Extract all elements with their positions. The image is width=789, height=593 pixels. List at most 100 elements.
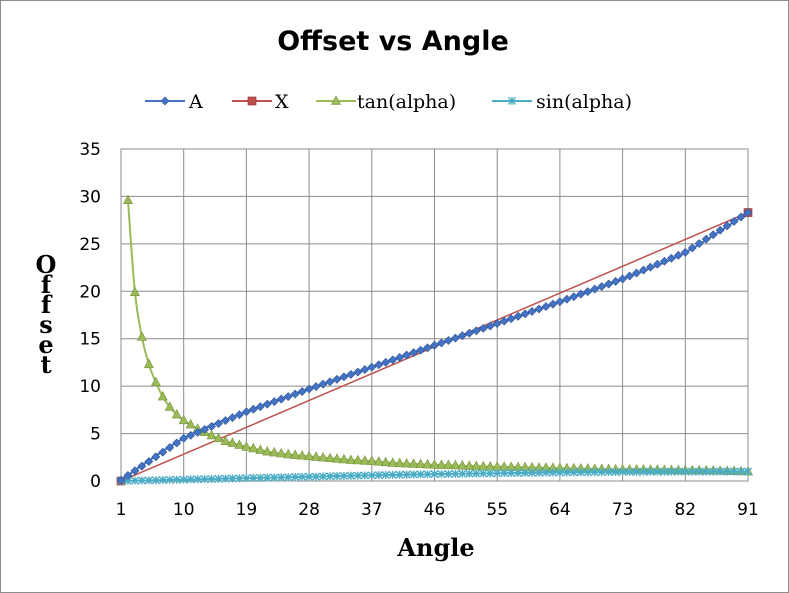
- data-point: [443, 459, 454, 469]
- data-point: [228, 474, 237, 483]
- data-point: [444, 469, 453, 478]
- data-point: [499, 316, 509, 326]
- data-point: [576, 468, 585, 477]
- y-tick-label: 10: [79, 377, 101, 397]
- data-point: [457, 460, 468, 470]
- data-point: [269, 446, 280, 457]
- data-point: [430, 340, 439, 350]
- data-point: [186, 475, 195, 484]
- data-point: [345, 454, 356, 464]
- data-point: [528, 468, 537, 477]
- data-point: [402, 350, 412, 360]
- data-point: [604, 468, 613, 477]
- data-point: [381, 357, 391, 367]
- data-point: [311, 382, 321, 391]
- data-point: [569, 292, 579, 302]
- data-point: [486, 469, 495, 478]
- data-point: [409, 470, 418, 479]
- data-point: [457, 331, 467, 341]
- data-point: [632, 268, 641, 278]
- data-point: [283, 448, 294, 459]
- data-point: [471, 326, 481, 336]
- data-point: [164, 401, 175, 411]
- data-point: [681, 467, 690, 476]
- data-point: [604, 279, 614, 289]
- data-point: [701, 234, 711, 244]
- x-tick-label: 19: [236, 500, 258, 520]
- data-point: [688, 467, 697, 476]
- data-point: [116, 475, 126, 485]
- data-point: [702, 467, 711, 476]
- legend-item: tan(alpha): [316, 91, 456, 113]
- data-point: [618, 274, 628, 284]
- data-point: [500, 469, 509, 478]
- data-point: [326, 472, 334, 481]
- data-point: [716, 467, 725, 476]
- data-point: [562, 294, 572, 304]
- data-point: [144, 457, 154, 466]
- y-axis-title: Offset: [36, 250, 57, 379]
- data-point: [151, 452, 161, 462]
- x-axis-title: Angle: [396, 533, 474, 562]
- data-point: [171, 408, 182, 419]
- data-point: [276, 394, 286, 404]
- data-point: [346, 370, 356, 379]
- legend-label: tan(alpha): [357, 91, 456, 113]
- data-point: [381, 471, 390, 480]
- data-point: [220, 435, 231, 445]
- data-point: [429, 459, 440, 469]
- data-point: [367, 362, 377, 372]
- data-point: [130, 466, 140, 476]
- data-point: [394, 457, 405, 468]
- data-point: [297, 387, 307, 396]
- data-point: [185, 418, 196, 429]
- x-tick-label: 64: [549, 500, 571, 520]
- data-point: [311, 451, 322, 461]
- data-point: [415, 458, 426, 469]
- data-point: [262, 445, 273, 456]
- data-point: [319, 472, 328, 481]
- data-point: [143, 358, 154, 369]
- data-point: [234, 439, 245, 449]
- data-point: [262, 399, 272, 409]
- data-point: [736, 212, 746, 222]
- data-point: [144, 476, 153, 485]
- data-point: [562, 468, 571, 477]
- y-tick-label: 5: [90, 425, 101, 445]
- data-point: [366, 455, 377, 465]
- data-point: [409, 348, 419, 358]
- x-tick-label: 82: [674, 500, 696, 520]
- data-point: [255, 444, 266, 454]
- data-point: [227, 437, 238, 447]
- data-point: [312, 472, 321, 481]
- data-point: [401, 457, 412, 468]
- data-point: [200, 425, 210, 434]
- data-point: [374, 471, 383, 480]
- data-point: [618, 467, 627, 476]
- data-point: [464, 328, 474, 338]
- data-point: [430, 470, 439, 479]
- x-tick-label: 73: [612, 500, 634, 520]
- data-point: [228, 413, 237, 423]
- data-point: [263, 473, 272, 482]
- data-point: [506, 314, 516, 324]
- data-point: [639, 265, 648, 275]
- data-point: [458, 469, 467, 478]
- data-point: [214, 419, 223, 428]
- data-point: [479, 469, 488, 478]
- data-point: [395, 353, 405, 362]
- series-line: [126, 200, 749, 473]
- data-point: [660, 467, 669, 476]
- data-point: [207, 422, 216, 431]
- x-tick-label: 37: [361, 500, 383, 520]
- data-point: [667, 467, 676, 476]
- data-point: [673, 250, 683, 260]
- y-tick-label: 0: [90, 472, 101, 492]
- x-tick-label: 91: [737, 500, 759, 520]
- x-axis-ticks: 1 10 19 28 37 46 55 64 73 82 91: [116, 500, 759, 520]
- data-point: [277, 473, 286, 482]
- data-point: [304, 384, 314, 394]
- y-tick-label: 30: [79, 187, 101, 207]
